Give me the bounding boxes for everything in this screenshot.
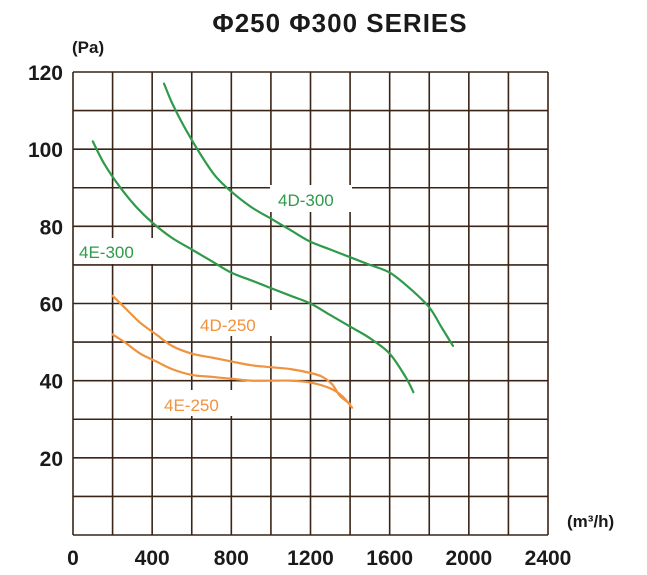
x-axis-unit: (m³/h) — [567, 512, 614, 531]
y-axis-unit: (Pa) — [72, 38, 104, 57]
series-line-4e-250 — [111, 333, 354, 409]
grid — [72, 71, 549, 536]
x-tick-label: 800 — [214, 547, 249, 570]
label-bg-4d-300 — [270, 185, 352, 212]
series-label-4d-250: 4D-250 — [200, 316, 256, 335]
label-bg-4e-250 — [159, 390, 239, 416]
series-line-4d-250 — [111, 294, 352, 405]
y-tick-label: 100 — [28, 139, 63, 162]
series-lines — [91, 82, 455, 409]
series-label-4e-250: 4E-250 — [164, 396, 219, 415]
x-tick-label: 2400 — [525, 547, 572, 570]
x-tick-label: 0 — [67, 547, 79, 570]
y-tick-label: 120 — [28, 62, 63, 85]
chart-title: Φ250 Φ300 SERIES — [212, 8, 467, 38]
series-label-4d-300: 4D-300 — [278, 191, 334, 210]
x-tick-label: 1600 — [366, 547, 413, 570]
series-label-4e-300: 4E-300 — [79, 243, 134, 262]
x-tick-label: 400 — [135, 547, 170, 570]
series-line-4e-300 — [91, 140, 415, 394]
y-tick-label: 80 — [40, 216, 63, 239]
x-tick-label: 2000 — [445, 547, 492, 570]
x-tick-label: 1200 — [287, 547, 334, 570]
x-axis-ticks: 0 400 800 1200 1600 2000 2400 — [67, 547, 571, 570]
label-bg-4e-300 — [74, 238, 154, 264]
label-bg-4d-250 — [195, 310, 275, 336]
y-tick-label: 40 — [40, 371, 63, 394]
y-tick-label: 20 — [40, 448, 63, 471]
series-labels: 4D-300 4E-300 4D-250 4E-250 — [74, 185, 352, 416]
series-line-4d-300 — [162, 82, 455, 347]
y-tick-label: 60 — [40, 294, 63, 317]
y-axis-ticks: 20 40 60 80 100 120 — [28, 62, 63, 471]
